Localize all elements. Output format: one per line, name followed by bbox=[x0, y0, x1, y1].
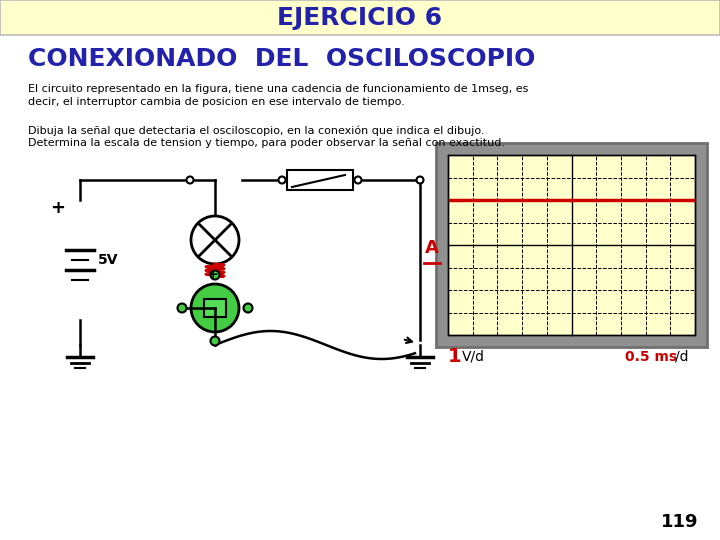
Text: El circuito representado en la figura, tiene una cadencia de funcionamiento de 1: El circuito representado en la figura, t… bbox=[28, 84, 528, 94]
Text: +: + bbox=[50, 199, 66, 217]
Text: 0.5 ms: 0.5 ms bbox=[625, 350, 677, 364]
Circle shape bbox=[210, 271, 220, 280]
Text: Dibuja la señal que detectaria el osciloscopio, en la conexión que indica el dib: Dibuja la señal que detectaria el oscilo… bbox=[28, 125, 485, 136]
Text: 1: 1 bbox=[448, 348, 462, 367]
Circle shape bbox=[191, 216, 239, 264]
Circle shape bbox=[354, 177, 361, 184]
Text: Determina la escala de tension y tiempo, para poder observar la señal con exacti: Determina la escala de tension y tiempo,… bbox=[28, 138, 505, 148]
Bar bbox=[204, 299, 226, 317]
FancyBboxPatch shape bbox=[0, 0, 720, 35]
Text: 5V: 5V bbox=[98, 253, 119, 267]
Bar bbox=[287, 170, 353, 190]
Text: /d: /d bbox=[675, 350, 688, 364]
Text: A: A bbox=[425, 239, 439, 257]
Circle shape bbox=[191, 284, 239, 332]
FancyBboxPatch shape bbox=[436, 143, 707, 347]
Text: EJERCICIO 6: EJERCICIO 6 bbox=[277, 6, 443, 30]
Circle shape bbox=[178, 303, 186, 313]
Text: CONEXIONADO  DEL  OSCILOSCOPIO: CONEXIONADO DEL OSCILOSCOPIO bbox=[28, 47, 536, 71]
Circle shape bbox=[210, 336, 220, 346]
Text: +: + bbox=[207, 267, 218, 280]
Text: decir, el interruptor cambia de posicion en ese intervalo de tiempo.: decir, el interruptor cambia de posicion… bbox=[28, 97, 405, 107]
Circle shape bbox=[279, 177, 286, 184]
Circle shape bbox=[186, 177, 194, 184]
Text: V/d: V/d bbox=[462, 350, 485, 364]
Circle shape bbox=[416, 177, 423, 184]
Circle shape bbox=[243, 303, 253, 313]
Text: 119: 119 bbox=[661, 513, 698, 531]
FancyBboxPatch shape bbox=[448, 155, 695, 335]
